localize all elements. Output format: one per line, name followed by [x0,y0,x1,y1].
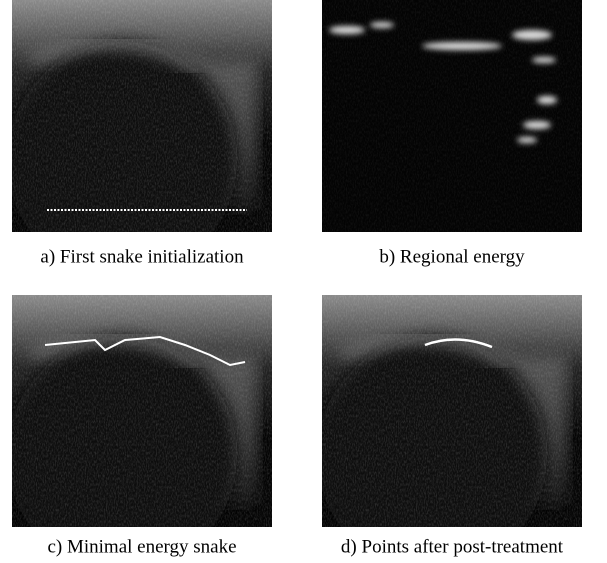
panel-b [322,0,582,232]
panel-d [317,295,582,563]
caption: b) Regional energy [379,246,525,267]
panel-a [7,0,272,278]
caption: d) Points after post-treatment [341,536,564,557]
page: a) First snake initialization b) Regiona… [0,0,607,563]
panel-c [7,295,272,563]
caption: c) Minimal energy snake [47,536,236,557]
figure: a) First snake initialization b) Regiona… [0,0,607,563]
caption: a) First snake initialization [40,246,244,267]
